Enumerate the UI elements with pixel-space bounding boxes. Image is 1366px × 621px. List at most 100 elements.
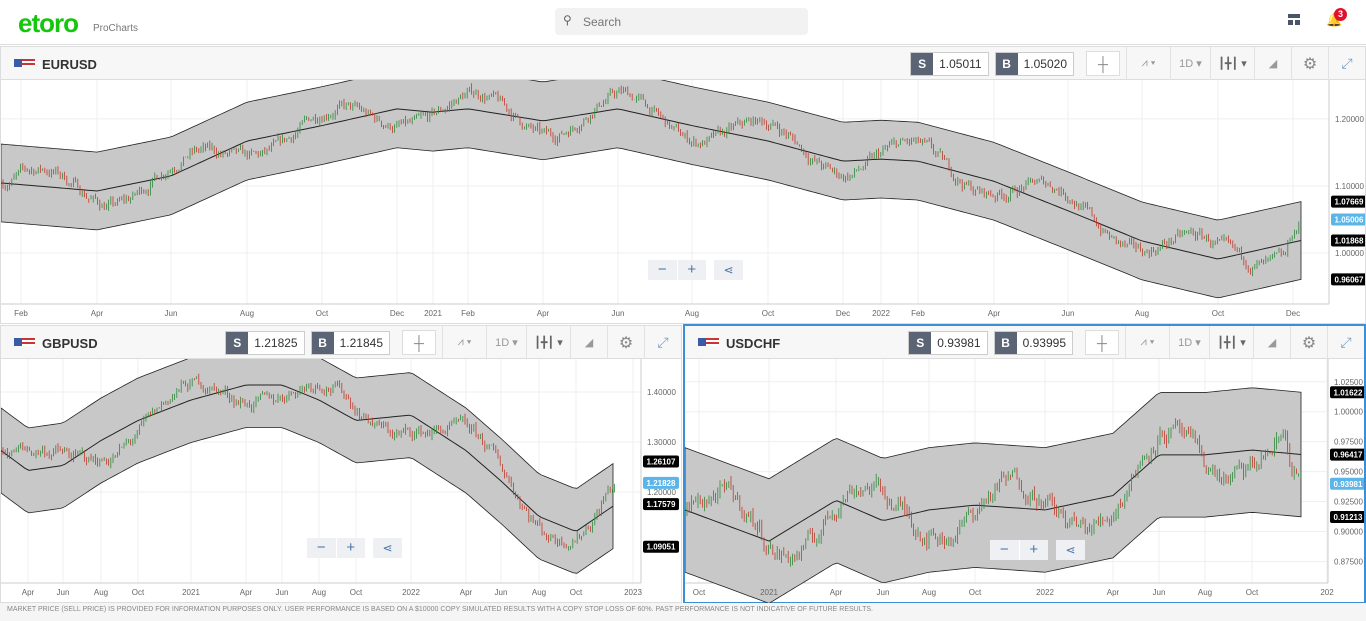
date-tick-label: Jun [877, 588, 890, 597]
date-tick-label: Aug [685, 309, 699, 318]
search-input[interactable] [583, 12, 793, 31]
sell-price-button[interactable]: S 1.05011 [910, 51, 989, 76]
pencil-ruler-icon: ◢ [584, 337, 594, 349]
crosshair-icon[interactable]: ┼ [1086, 51, 1120, 76]
procharts-label: ProCharts [93, 23, 139, 34]
chart-type-dropdown[interactable]: ┃╋┃ ▾ [526, 326, 570, 359]
price-chart[interactable]: 1.02500 1.00000 0.97500 0.95000 0.92500 0.900… [685, 359, 1364, 606]
buy-price: 1.05020 [1023, 56, 1067, 71]
interval-dropdown[interactable]: 1D ▾ [486, 326, 526, 359]
date-tick-label: Feb [461, 309, 475, 318]
date-tick-label: Jun [495, 588, 508, 597]
date-tick-label: Apr [1107, 588, 1120, 597]
etoro-logo[interactable]: etoro [18, 8, 79, 38]
layout-icon[interactable] [1288, 14, 1300, 25]
price-tick-label: 1.20000 [647, 488, 676, 497]
search-icon: ⚲ [563, 13, 572, 27]
zoom-out-button[interactable]: − [648, 260, 678, 280]
price-label-lower-text: 0.96067 [1335, 275, 1364, 284]
interval-dropdown[interactable]: 1D ▾ [1169, 326, 1209, 359]
date-tick-label: Oct [132, 588, 145, 597]
zoom-in-button[interactable]: + [346, 539, 356, 556]
share-icon[interactable]: ⋖ [1056, 540, 1085, 560]
price-tick-label: 0.95000 [1334, 468, 1363, 477]
price-label-upper [1330, 386, 1364, 399]
sell-label: S [226, 331, 249, 354]
date-tick-label: Feb [911, 309, 925, 318]
indicators-dropdown[interactable]: ⩘ ▾ [1125, 326, 1169, 359]
chart-type-dropdown[interactable]: ┃╋┃ ▾ [1209, 326, 1253, 359]
gear-icon: ⚙ [618, 334, 634, 352]
settings-button[interactable]: ⚙ [1290, 326, 1327, 359]
date-tick-label: Aug [312, 588, 326, 597]
date-tick-label: Oct [570, 588, 583, 597]
date-tick-label: 2022 [872, 309, 890, 318]
share-icon[interactable]: ⋖ [373, 538, 402, 558]
zoom-controls: − + ⋖ [307, 538, 402, 558]
date-tick-label: Aug [922, 588, 936, 597]
price-label-last [1330, 477, 1364, 490]
price-label-upper-text: 1.07669 [1335, 198, 1364, 207]
date-tick-label: Apr [537, 309, 550, 318]
interval-value: 1D [495, 336, 510, 349]
date-tick-label: Dec [1286, 309, 1300, 318]
expand-icon: ⤢ [1340, 334, 1352, 350]
search-box[interactable]: ⚲ [555, 8, 808, 35]
price-tick-label: 0.92500 [1334, 498, 1363, 507]
pencil-ruler-icon: ◢ [1267, 337, 1277, 349]
expand-button[interactable]: ⤢ [1328, 47, 1365, 80]
zoom-in-button[interactable]: + [687, 261, 697, 278]
date-tick-label: Jun [57, 588, 70, 597]
crosshair-icon[interactable]: ┼ [402, 330, 436, 355]
date-tick-label: 2023 [624, 588, 642, 597]
indicators-dropdown[interactable]: ⩘ ▾ [442, 326, 486, 359]
buy-price-button[interactable]: B 1.21845 [310, 330, 390, 355]
drawing-tools-button[interactable]: ◢ [1254, 47, 1291, 80]
band-area [1, 359, 614, 574]
sell-label: S [909, 331, 932, 354]
price-label-last-text: 0.93981 [1334, 480, 1363, 489]
chart-panel-eurusd[interactable]: EURUSD S 1.05011 B 1.05020 ┼ ⩘ ▾ 1D ▾ ┃╋┃ … [0, 46, 1366, 324]
date-tick-label: 2022 [1036, 588, 1054, 597]
buy-price-button[interactable]: B 0.93995 [993, 330, 1073, 355]
band-area [1, 80, 1302, 299]
sell-price-button[interactable]: S 1.21825 [225, 330, 305, 355]
date-tick-label: Apr [240, 588, 253, 597]
date-tick-label: Jun [165, 309, 178, 318]
candlestick-icon: ┃╋┃ ▾ [534, 337, 563, 349]
interval-dropdown[interactable]: 1D ▾ [1170, 47, 1210, 80]
price-tick-label: 1.20000 [1335, 115, 1364, 124]
buy-label: B [995, 52, 1018, 75]
chart-panel-gbpusd[interactable]: GBPUSD S 1.21825 B 1.21845 ┼ ⩘ ▾ 1D ▾ ┃╋┃ … [0, 325, 682, 603]
sell-price-button[interactable]: S 0.93981 [908, 330, 988, 355]
date-tick-label: Jun [1062, 309, 1075, 318]
settings-button[interactable]: ⚙ [1291, 47, 1328, 80]
drawing-tools-button[interactable]: ◢ [570, 326, 607, 359]
chart-toolbar: GBPUSD S 1.21825 B 1.21845 ┼ ⩘ ▾ 1D ▾ ┃╋┃ … [1, 326, 681, 359]
price-label-last [643, 476, 679, 489]
date-tick-label: 2021 [424, 309, 442, 318]
zoom-out-button[interactable]: − [990, 540, 1020, 560]
date-tick-label: Oct [350, 588, 363, 597]
chart-type-dropdown[interactable]: ┃╋┃ ▾ [1210, 47, 1254, 80]
share-icon[interactable]: ⋖ [714, 260, 743, 280]
expand-button[interactable]: ⤢ [644, 326, 681, 359]
chart-panel-usdchf[interactable]: USDCHF S 0.93981 B 0.93995 ┼ ⩘ ▾ 1D ▾ ┃╋┃ … [683, 324, 1366, 604]
buy-price-button[interactable]: B 1.05020 [994, 51, 1074, 76]
date-tick-label: Oct [762, 309, 775, 318]
date-tick-label: Aug [94, 588, 108, 597]
zoom-out-button[interactable]: − [307, 538, 337, 558]
date-tick-label: Aug [1135, 309, 1149, 318]
settings-button[interactable]: ⚙ [607, 326, 644, 359]
price-chart[interactable]: 1.40000 1.30000 1.20000 Apr Jun Aug Oct 2021 Apr… [1, 359, 681, 604]
zoom-in-button[interactable]: + [1029, 541, 1039, 558]
price-chart[interactable]: 1.20000 1.10000 1.00000 Feb Apr Jun Aug Oct Dec 2… [1, 80, 1365, 325]
price-label-middle [1331, 234, 1365, 247]
crosshair-icon[interactable]: ┼ [1085, 330, 1119, 355]
buy-label: B [994, 331, 1017, 354]
indicators-dropdown[interactable]: ⩘ ▾ [1126, 47, 1170, 80]
expand-button[interactable]: ⤢ [1327, 326, 1364, 359]
date-tick-label: Apr [988, 309, 1001, 318]
date-tick-label: 2021 [182, 588, 200, 597]
drawing-tools-button[interactable]: ◢ [1253, 326, 1290, 359]
